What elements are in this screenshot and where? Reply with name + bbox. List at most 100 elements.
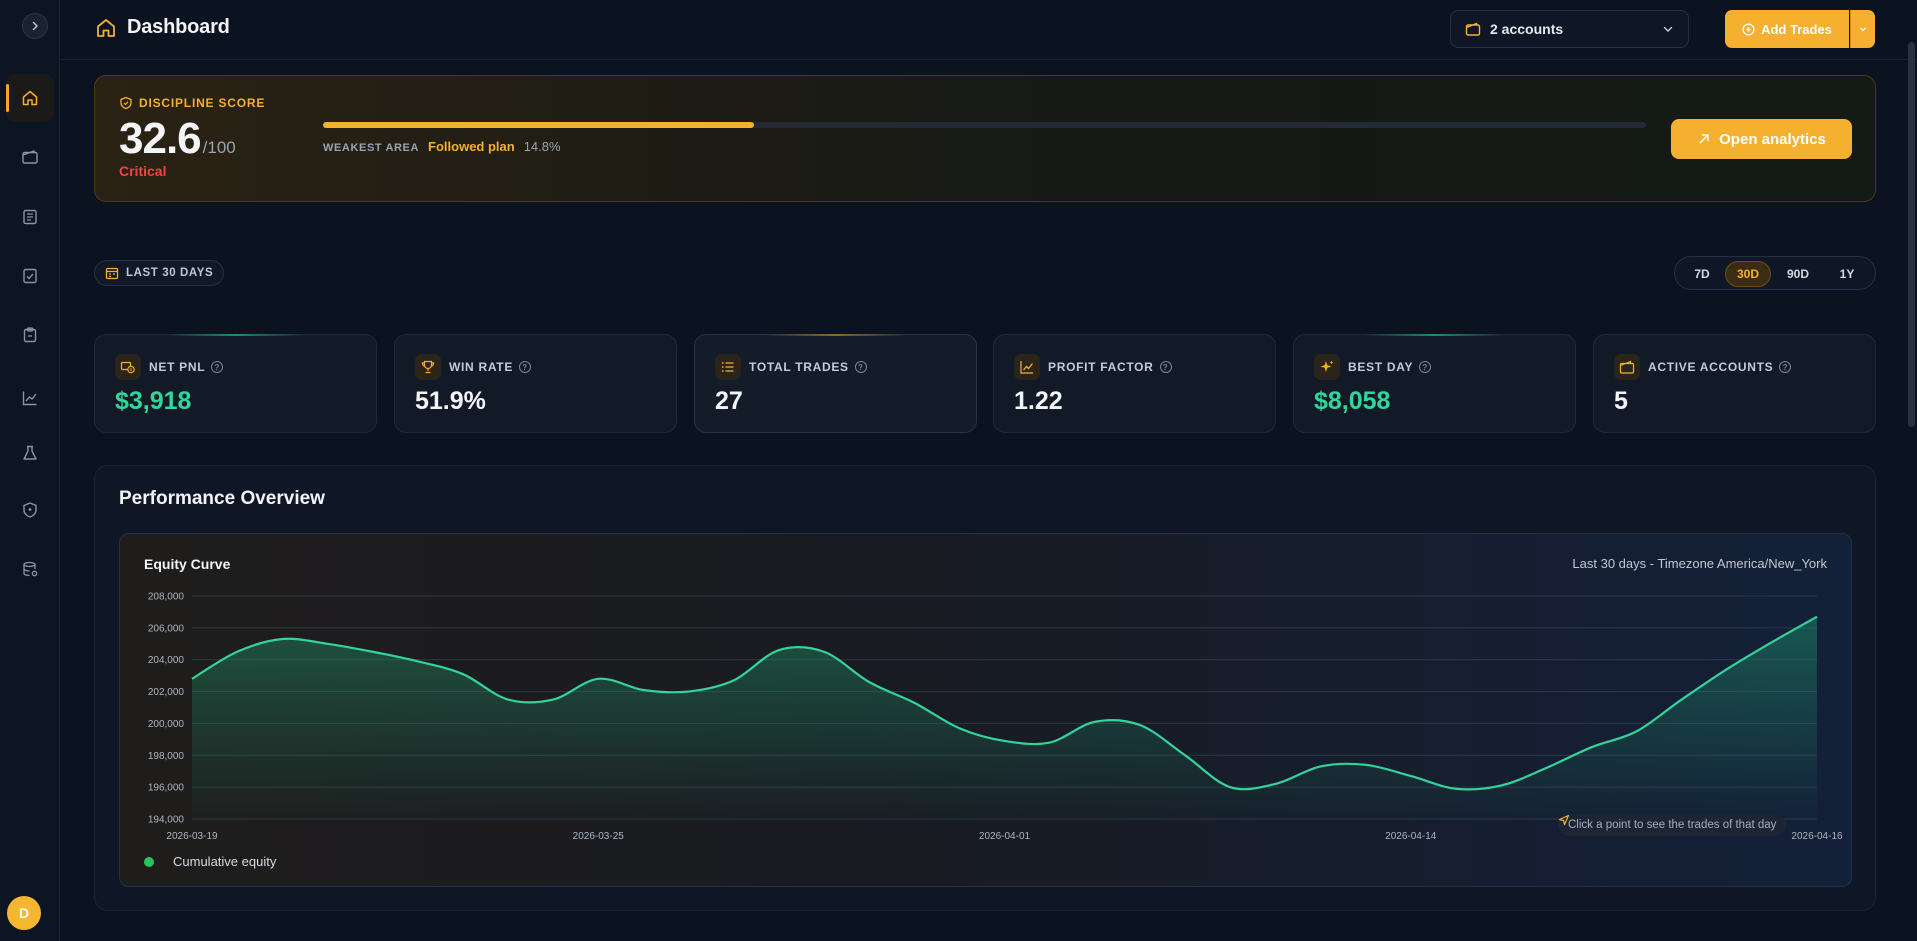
discipline-score-value: 32.6 <box>119 114 202 163</box>
tab-7d[interactable]: 7D <box>1694 267 1710 281</box>
stat-label: ACTIVE ACCOUNTS? <box>1648 360 1792 374</box>
equity-point[interactable] <box>819 647 829 657</box>
stat-card-active-accounts: ACTIVE ACCOUNTS? 5 <box>1593 334 1876 433</box>
equity-point[interactable] <box>1045 738 1055 748</box>
equity-point[interactable] <box>1631 726 1641 736</box>
chevron-down-icon <box>1860 27 1866 32</box>
range-tabs: 7D 30D 90D 1Y <box>1674 256 1876 290</box>
equity-point[interactable] <box>503 695 513 705</box>
accounts-dropdown[interactable]: 2 accounts <box>1450 10 1689 48</box>
avatar[interactable]: D <box>7 896 41 930</box>
equity-point[interactable] <box>638 685 648 695</box>
equity-point[interactable] <box>458 669 468 679</box>
tab-1y[interactable]: 1Y <box>1839 267 1855 281</box>
sidebar-item-analytics[interactable] <box>6 374 54 422</box>
performance-title: Performance Overview <box>119 488 325 509</box>
sidebar: D <box>0 0 60 941</box>
sidebar-item-accounts[interactable] <box>6 133 54 181</box>
sidebar-item-data[interactable] <box>6 545 54 593</box>
equity-point[interactable] <box>1677 695 1687 705</box>
sidebar-toggle-button[interactable] <box>22 13 48 39</box>
equity-point[interactable] <box>1812 612 1822 622</box>
trend-icon <box>1014 354 1040 380</box>
equity-point[interactable] <box>1767 637 1777 647</box>
discipline-progress-bar <box>323 122 1646 128</box>
x-tick-label: 2026-03-25 <box>573 831 625 842</box>
legend-dot <box>144 856 154 867</box>
help-icon[interactable]: ? <box>1159 361 1172 373</box>
equity-point[interactable] <box>1315 761 1325 771</box>
date-range-chip: LAST 30 DAYS <box>94 260 225 286</box>
equity-point[interactable] <box>277 634 287 644</box>
sidebar-item-checklist[interactable] <box>6 252 54 300</box>
equity-point[interactable] <box>548 695 558 705</box>
sidebar-item-reports[interactable] <box>6 311 54 359</box>
card-accent <box>165 334 306 336</box>
navigation-arrow-icon <box>1558 814 1570 826</box>
open-analytics-button[interactable]: Open analytics <box>1671 119 1852 159</box>
sparkle-icon <box>1314 354 1340 380</box>
equity-point[interactable] <box>729 675 739 685</box>
stat-label-text: PROFIT FACTOR <box>1048 360 1154 374</box>
equity-point[interactable] <box>864 677 874 687</box>
equity-point[interactable] <box>593 674 603 684</box>
equity-point[interactable] <box>1496 781 1506 791</box>
discipline-progress-fill <box>323 122 755 128</box>
chart-hint: Click a point to see the trades of that … <box>1558 814 1787 836</box>
equity-point[interactable] <box>1451 784 1461 794</box>
equity-point[interactable] <box>413 656 423 666</box>
checklist-icon <box>23 268 37 284</box>
equity-point[interactable] <box>909 698 919 708</box>
equity-point[interactable] <box>1180 750 1190 760</box>
help-icon[interactable]: ? <box>854 361 867 373</box>
stat-label-text: ACTIVE ACCOUNTS <box>1648 360 1774 374</box>
accounts-dropdown-label: 2 accounts <box>1490 21 1564 37</box>
card-accent <box>765 334 906 336</box>
discipline-label-text: DISCIPLINE SCORE <box>139 96 266 110</box>
equity-line[interactable] <box>191 615 1818 791</box>
stat-card-win-rate: WIN RATE? 51.9% <box>394 334 677 433</box>
help-icon[interactable]: ? <box>1419 361 1432 373</box>
equity-point[interactable] <box>684 687 694 697</box>
equity-point[interactable] <box>1135 720 1145 730</box>
chart-hint-text: Click a point to see the trades of that … <box>1568 819 1777 831</box>
y-tick-label: 206,000 <box>148 623 185 634</box>
help-icon[interactable]: ? <box>1779 361 1792 373</box>
chevron-right-icon <box>32 21 38 31</box>
sidebar-item-dashboard[interactable] <box>6 74 54 122</box>
equity-point[interactable] <box>368 647 378 657</box>
tab-30d[interactable]: 30D <box>1725 261 1771 287</box>
equity-point[interactable] <box>1541 763 1551 773</box>
stat-label-text: WIN RATE <box>449 360 514 374</box>
x-tick-label: 2026-04-14 <box>1385 831 1437 842</box>
equity-point[interactable] <box>954 723 964 733</box>
equity-point[interactable] <box>1361 760 1371 770</box>
equity-point[interactable] <box>1406 771 1416 781</box>
equity-point[interactable] <box>1000 736 1010 746</box>
equity-point[interactable] <box>1722 664 1732 674</box>
equity-point[interactable] <box>322 639 332 649</box>
tab-90d[interactable]: 90D <box>1786 267 1809 281</box>
database-icon <box>23 561 38 577</box>
add-trades-button[interactable]: Add Trades <box>1725 10 1849 48</box>
equity-point[interactable] <box>1270 779 1280 789</box>
equity-point[interactable] <box>1225 782 1235 792</box>
add-trades-menu-button[interactable] <box>1850 10 1875 48</box>
equity-point[interactable] <box>1586 742 1596 752</box>
help-icon[interactable]: ? <box>211 361 224 373</box>
equity-point[interactable] <box>187 674 197 684</box>
equity-curve-plot[interactable]: 194,000 196,000 198,000 200,000 202,000 204,0… <box>120 534 1852 887</box>
equity-point[interactable] <box>774 645 784 655</box>
sidebar-item-lab[interactable] <box>6 429 54 477</box>
equity-point[interactable] <box>1090 717 1100 727</box>
x-tick-label: 2026-04-01 <box>979 831 1031 842</box>
page-scrollbar[interactable] <box>1908 42 1915 427</box>
equity-point[interactable] <box>232 647 242 657</box>
stat-value: $3,918 <box>115 387 192 415</box>
sidebar-item-security[interactable] <box>6 486 54 534</box>
performance-overview: Performance Overview Equity Curve Last 3… <box>94 465 1876 911</box>
legend-label: Cumulative equity <box>173 854 277 869</box>
sidebar-item-journal[interactable] <box>6 193 54 241</box>
help-icon[interactable]: ? <box>519 361 532 373</box>
shield-icon <box>120 96 132 110</box>
